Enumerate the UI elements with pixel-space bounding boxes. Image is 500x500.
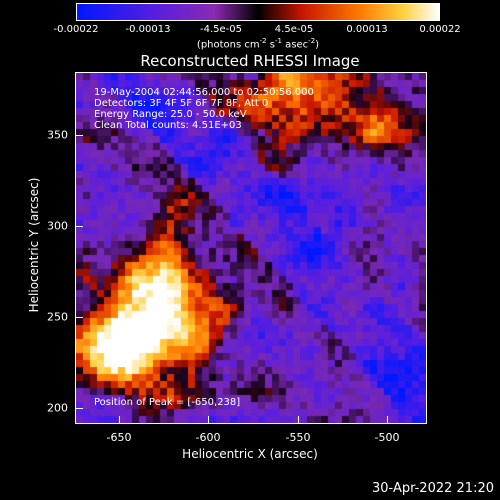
plot-area: 19-May-2004 02:44:56.000 to 02:50:56.000… <box>75 72 427 424</box>
colorbar-unit: (photons cm-2 s-1 asec-2) <box>196 37 320 51</box>
colorbar-tick: -0.00013 <box>125 24 171 35</box>
x-tick-label: -600 <box>195 431 221 444</box>
timestamp: 30-Apr-2022 21:20 <box>372 481 494 496</box>
colorbar <box>76 3 440 21</box>
plot-title: Reconstructed RHESSI Image <box>140 52 360 70</box>
annotation-detectors: Detectors: 3F 4F 5F 6F 7F 8F, Att 0 <box>94 98 269 109</box>
y-tick-mark <box>75 226 83 227</box>
colorbar-tick: -4.5e-05 <box>200 24 242 35</box>
colorbar-tick: -0.00022 <box>53 24 99 35</box>
y-tick-mark <box>75 408 83 409</box>
x-tick-mark <box>298 416 299 424</box>
y-tick-label: 300 <box>47 219 68 233</box>
colorbar-gradient <box>77 4 439 20</box>
y-tick-mark <box>75 135 83 136</box>
colorbar-tick: 0.00013 <box>346 24 388 35</box>
annotation-time: 19-May-2004 02:44:56.000 to 02:50:56.000 <box>94 87 314 98</box>
x-tick-label: -500 <box>374 431 400 444</box>
y-tick-label: 350 <box>47 128 68 142</box>
x-tick-label: -550 <box>285 431 311 444</box>
y-tick-label: 250 <box>47 310 68 324</box>
colorbar-tick: 4.5e-05 <box>274 24 314 35</box>
x-tick-mark <box>387 416 388 424</box>
x-tick-mark <box>208 416 209 424</box>
x-tick-label: -650 <box>106 431 132 444</box>
rhessi-image <box>76 73 426 423</box>
annotation-method: Clean Total counts: 4.51E+03 <box>94 120 242 131</box>
annotation-peak: Position of Peak = [-650,238] <box>94 397 241 408</box>
x-tick-mark <box>119 416 120 424</box>
y-axis-label: Heliocentric Y (arcsec) <box>27 177 41 313</box>
annotation-energy: Energy Range: 25.0 - 50.0 keV <box>94 109 247 120</box>
colorbar-tick: 0.00022 <box>419 24 461 35</box>
y-tick-label: 200 <box>47 401 68 415</box>
y-tick-mark <box>75 317 83 318</box>
x-axis-label: Heliocentric X (arcsec) <box>182 447 318 461</box>
